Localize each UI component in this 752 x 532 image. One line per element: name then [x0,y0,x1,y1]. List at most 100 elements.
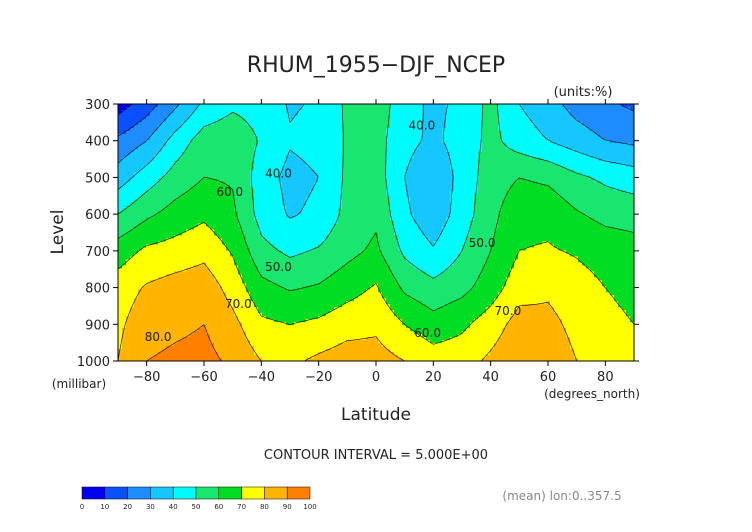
field-cell [390,109,395,114]
field-cell [150,124,155,129]
field-cell [426,112,431,117]
field-cell [170,127,175,132]
field-cell [614,106,619,111]
field-cell [262,104,267,108]
field-cell [182,121,187,126]
field-cell [426,118,431,123]
field-cell [354,115,359,120]
field-cell [610,112,615,117]
field-cell [274,106,279,111]
field-cell [302,112,307,117]
field-cell [434,124,439,129]
field-cell [374,121,379,126]
field-cell [502,121,507,126]
field-cell [250,118,255,123]
field-cell [490,104,495,108]
field-cell [342,127,347,132]
field-cell [334,109,339,114]
field-cell [562,106,567,111]
field-cell [194,124,199,129]
field-cell [334,106,339,111]
field-cell [482,104,487,108]
field-cell [158,118,163,123]
field-cell [290,106,295,111]
field-cell [214,121,219,126]
field-cell [622,121,627,126]
field-cell [518,109,523,114]
field-cell [354,112,359,117]
field-cell [426,109,431,114]
field-cell [606,124,611,129]
field-cell [626,121,631,126]
field-cell [570,118,575,123]
field-cell [130,104,135,108]
field-cell [586,115,591,120]
field-cell [234,104,239,108]
field-cell [482,106,487,111]
field-cell [374,127,379,132]
field-cell [486,115,491,120]
field-cell [562,124,567,129]
field-cell [170,112,175,117]
field-cell [282,124,287,129]
field-cell [338,112,343,117]
field-cell [214,124,219,129]
field-cell [222,104,227,108]
field-cell [518,118,523,123]
field-cell [582,124,587,129]
field-cell [474,118,479,123]
field-cell [470,106,475,111]
field-cell [402,115,407,120]
field-cell [198,124,203,129]
field-cell [506,104,511,108]
field-cell [358,124,363,129]
field-cell [126,124,131,129]
field-cell [382,104,387,108]
field-cell [250,121,255,126]
field-cell [498,106,503,111]
field-cell [538,118,543,123]
field-cell [522,115,527,120]
field-cell [202,112,207,117]
field-cell [162,109,167,114]
field-cell [378,121,383,126]
field-cell [394,124,399,129]
field-cell [538,127,543,132]
field-cell [466,124,471,129]
field-cell [238,112,243,117]
field-cell [562,118,567,123]
field-cell [542,109,547,114]
field-cell [422,106,427,111]
field-cell [282,112,287,117]
field-cell [226,104,231,108]
field-cell [230,127,235,132]
field-cell [550,124,555,129]
field-cell [266,124,271,129]
field-cell [142,109,147,114]
field-cell [558,115,563,120]
field-cell [578,121,583,126]
field-cell [334,112,339,117]
field-cell [534,121,539,126]
field-cell [378,124,383,129]
field-cell [410,121,415,126]
field-cell [542,127,547,132]
field-cell [470,121,475,126]
field-cell [238,121,243,126]
field-cell [174,121,179,126]
field-cell [182,109,187,114]
field-cell [346,115,351,120]
field-cell [186,109,191,114]
field-cell [570,106,575,111]
field-cell [446,109,451,114]
field-cell [386,109,391,114]
field-cell [278,115,283,120]
field-cell [438,109,443,114]
field-cell [218,118,223,123]
field-cell [274,104,279,108]
field-cell [414,109,419,114]
field-cell [606,112,611,117]
field-cell [346,118,351,123]
field-cell [166,115,171,120]
field-cell [270,104,275,108]
